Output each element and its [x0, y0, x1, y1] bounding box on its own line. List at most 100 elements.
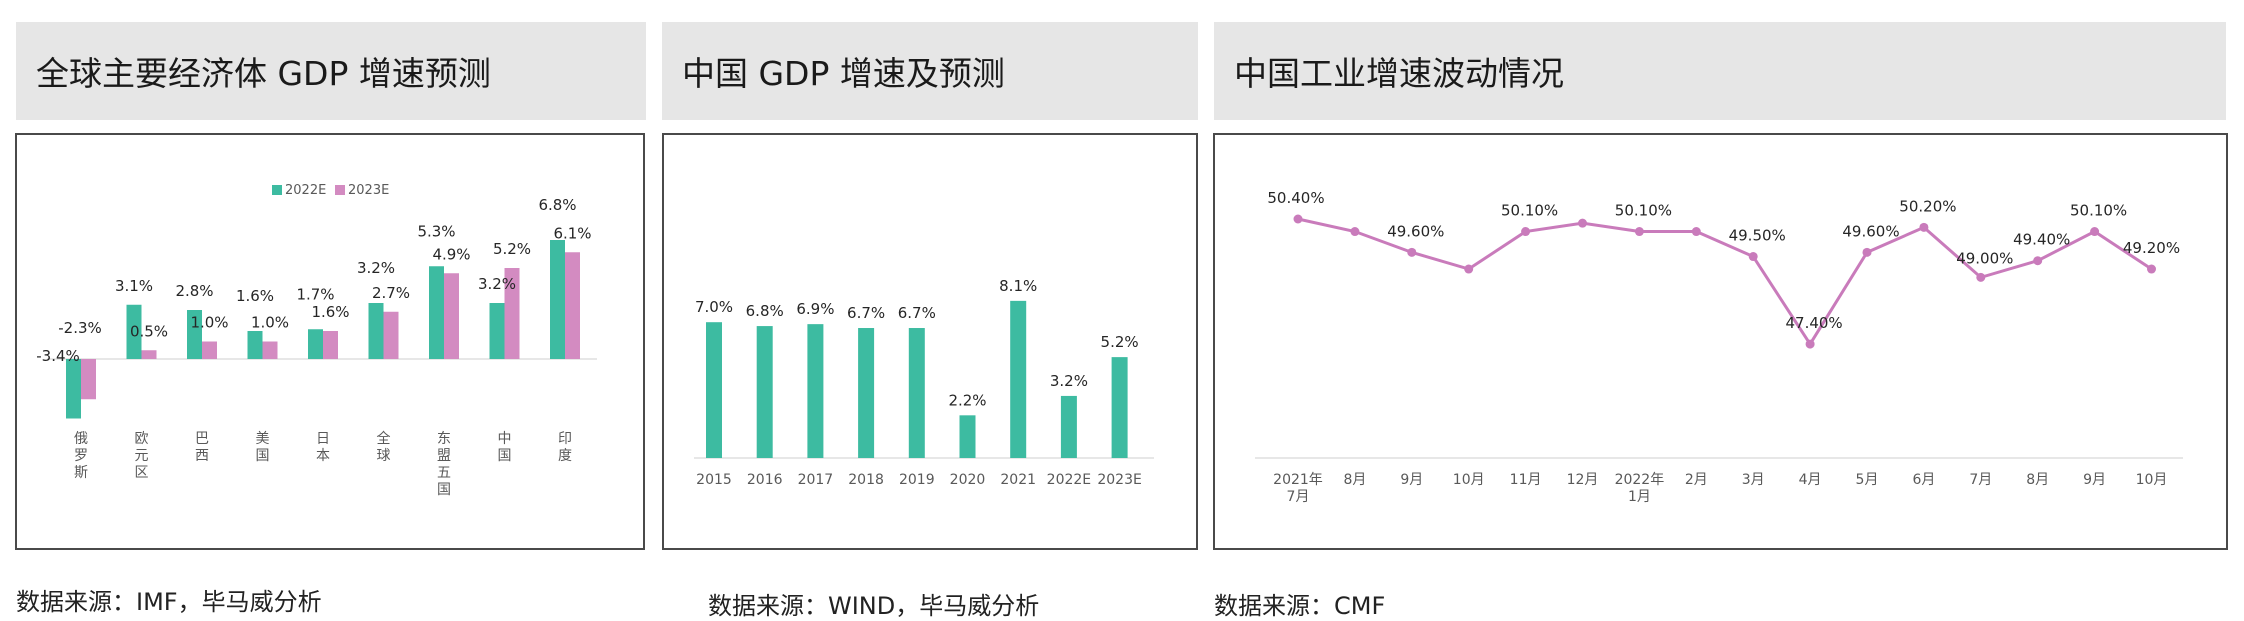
- data-point: [1350, 227, 1360, 237]
- bar-2022e: [550, 240, 565, 359]
- data-point: [1805, 339, 1815, 349]
- source-note-2: 数据来源：WIND，毕马威分析: [708, 592, 1040, 620]
- category-label: 11月: [1510, 472, 1542, 488]
- data-label-2022e: 1.7%: [296, 285, 334, 303]
- bar-2023e: [81, 359, 96, 400]
- chart-frame-1: 2022E 2023E -3.4% -2.3% 俄罗斯 3.1% 0.5% 欧元区 2.8% 1.…: [15, 133, 645, 550]
- data-label: 49.50%: [1729, 227, 1786, 245]
- category-label: 2015: [696, 472, 732, 488]
- data-label: 49.00%: [1956, 249, 2013, 267]
- bar-2022e: [66, 359, 81, 419]
- bar-2022e: [429, 266, 444, 359]
- category-label: 8月: [2026, 472, 2049, 488]
- source-note-1: 数据来源：IMF，毕马威分析: [16, 588, 322, 616]
- category-label: 9月: [1400, 472, 1423, 488]
- bar-2023e: [323, 331, 338, 359]
- bar-2022e: [368, 303, 384, 359]
- category-label: 2018: [848, 472, 884, 488]
- data-label: 49.40%: [2013, 231, 2070, 249]
- data-point: [2147, 264, 2156, 274]
- bar: [858, 328, 875, 458]
- data-label-2023e: -2.3%: [58, 319, 102, 337]
- data-label: 50.10%: [2070, 202, 2127, 220]
- category-label: 2月: [1685, 472, 1708, 488]
- data-point: [1691, 227, 1701, 237]
- bar: [1010, 300, 1027, 458]
- category-label: 2022E: [1047, 472, 1091, 488]
- bar-2023e: [504, 268, 520, 359]
- data-label-2023e: 0.5%: [130, 322, 168, 340]
- bar-2022e: [126, 304, 142, 359]
- data-point: [1862, 247, 1872, 257]
- category-label: 3月: [1742, 472, 1765, 488]
- category-label: 美国: [256, 431, 270, 464]
- chart-frame-2: 7.0% 2015 6.8% 2016 6.9% 2017 6.7% 2018 6.7% 2019…: [662, 133, 1198, 550]
- bar: [908, 328, 925, 458]
- data-label-2022e: 3.2%: [357, 259, 395, 277]
- bar: [1060, 395, 1077, 458]
- bar-2023e: [444, 273, 459, 359]
- data-label-2023e: 1.0%: [190, 314, 228, 332]
- bar-2023e: [262, 341, 278, 359]
- data-point: [1976, 272, 1986, 282]
- category-label: 欧元区: [135, 431, 149, 481]
- legend-swatch-2022e: [272, 185, 282, 195]
- data-label: 6.7%: [898, 304, 936, 322]
- category-label: 5月: [1856, 472, 1879, 488]
- category-label: 中国: [498, 431, 512, 464]
- data-point: [1521, 227, 1531, 237]
- data-label-2022e: 5.3%: [417, 222, 455, 240]
- chart-industrial-growth: 50.40% 2021年 7月 8月 49.60% 9月 10月 50.10% 11月 12月 50…: [1255, 189, 2183, 505]
- data-label-2022e: -3.4%: [36, 347, 80, 365]
- category-label: 2019: [899, 472, 935, 488]
- bar: [706, 322, 722, 458]
- data-label: 50.10%: [1501, 202, 1558, 220]
- bar-2022e: [187, 310, 202, 359]
- category-label: 2016: [747, 472, 783, 488]
- data-label: 3.2%: [1050, 372, 1088, 390]
- data-label: 8.1%: [999, 277, 1037, 295]
- bar: [756, 326, 773, 458]
- category-label: 2021: [1000, 472, 1036, 488]
- bar: [959, 415, 976, 458]
- data-label: 2.2%: [948, 391, 986, 409]
- category-label: 全球: [377, 430, 391, 464]
- legend-label-2022e: 2022E: [285, 183, 326, 198]
- data-label: 47.40%: [1785, 314, 1842, 332]
- data-label-2023e: 5.2%: [493, 240, 531, 258]
- data-label-2023e: 1.0%: [251, 314, 289, 332]
- data-label-2022e: 3.2%: [478, 275, 516, 293]
- data-label: 49.60%: [1387, 222, 1444, 240]
- category-label: 巴西: [195, 431, 209, 464]
- data-label: 49.20%: [2123, 239, 2180, 257]
- category-label: 10月: [2136, 472, 2168, 488]
- data-point: [1293, 214, 1303, 224]
- bar: [1111, 357, 1128, 458]
- chart-economies-gdp: 2022E 2023E -3.4% -2.3% 俄罗斯 3.1% 0.5% 欧元区 2.8% 1.…: [36, 183, 597, 498]
- data-label-2022e: 2.8%: [175, 282, 213, 300]
- bar-2022e: [308, 329, 323, 359]
- bar-2022e: [489, 303, 505, 359]
- bar: [807, 324, 824, 458]
- chart-frame-3: 50.40% 2021年 7月 8月 49.60% 9月 10月 50.10% 11月 12月 50…: [1213, 133, 2228, 550]
- category-label: 俄罗斯: [74, 431, 88, 481]
- category-label: 7月: [1969, 472, 1992, 488]
- category-label: 10月: [1453, 472, 1485, 488]
- panel-title-2: 中国 GDP 增速及预测: [662, 22, 1198, 120]
- legend-label-2023e: 2023E: [348, 183, 389, 198]
- data-label-2023e: 1.6%: [311, 303, 349, 321]
- data-label-2022e: 1.6%: [236, 287, 274, 305]
- category-label: 2017: [798, 472, 834, 488]
- category-label: 印度: [558, 431, 572, 464]
- data-label: 50.20%: [1899, 197, 1956, 215]
- category-label: 6月: [1912, 472, 1935, 488]
- category-label: 2023E: [1097, 472, 1141, 488]
- category-label: 9月: [2083, 472, 2106, 488]
- category-label: 2020: [950, 472, 986, 488]
- data-label: 6.8%: [746, 302, 784, 320]
- data-label: 50.40%: [1267, 189, 1324, 207]
- category-label: 12月: [1567, 472, 1599, 488]
- panel-title-1: 全球主要经济体 GDP 增速预测: [16, 22, 646, 120]
- data-label: 7.0%: [695, 298, 733, 316]
- data-label: 5.2%: [1101, 333, 1139, 351]
